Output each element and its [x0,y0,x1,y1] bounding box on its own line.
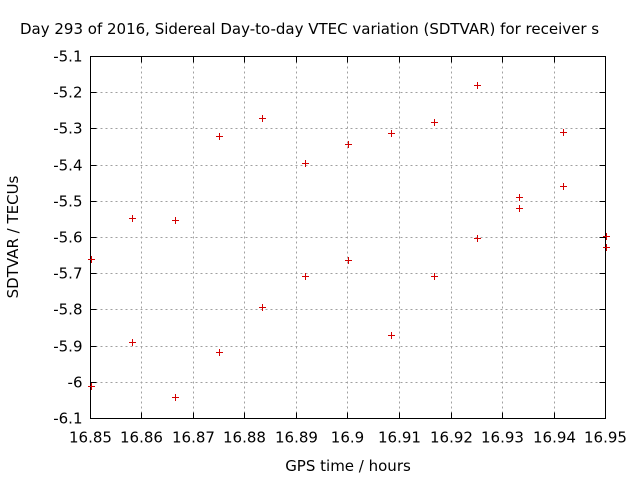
x-tick-label: 16.93 [481,429,524,447]
data-point [474,82,481,89]
data-point [129,339,136,346]
x-tick-label: 16.88 [223,429,266,447]
data-point [431,119,438,126]
data-point [345,257,352,264]
data-point [516,194,523,201]
data-point [216,349,223,356]
y-tick-label: -6.1 [53,410,82,428]
x-tick-label: 16.95 [584,429,627,447]
y-tick-label: -5.9 [53,338,82,356]
x-tick-label: 16.87 [172,429,215,447]
x-tick-label: 16.86 [120,429,163,447]
data-point [216,133,223,140]
data-point [172,394,179,401]
data-point [172,217,179,224]
data-point [603,244,610,251]
y-tick-label: -5.5 [53,193,82,211]
x-tick-label: 16.9 [331,429,364,447]
x-tick-label: 16.94 [533,429,576,447]
chart-title: Day 293 of 2016, Sidereal Day-to-day VTE… [20,20,599,38]
data-point [388,332,395,339]
y-tick-label: -5.2 [53,84,82,102]
grid [90,56,606,419]
x-tick-labels: 16.85 16.86 16.87 16.88 16.89 16.9 16.91 16.92 1… [69,429,627,447]
data-point [259,115,266,122]
y-tick-label: -5.7 [53,265,82,283]
data-point [302,160,309,167]
data-point [259,304,266,311]
x-tick-label: 16.85 [69,429,112,447]
data-point [129,215,136,222]
y-tick-label: -5.3 [53,120,82,138]
x-tick-label: 16.92 [430,429,473,447]
y-tick-label: -6 [68,374,83,392]
plot-frame [90,56,606,419]
y-tick-label: -5.4 [53,157,82,175]
data-point [302,273,309,280]
data-points [88,82,610,401]
data-point [603,233,610,240]
x-tick-label: 16.91 [378,429,421,447]
x-axis-label: GPS time / hours [285,457,411,475]
data-point [88,256,95,263]
data-point [560,183,567,190]
y-axis-label: SDTVAR / TECUs [4,175,22,298]
data-point [345,141,352,148]
data-point [560,129,567,136]
y-tick-label: -5.1 [53,48,82,66]
y-tick-label: -5.6 [53,229,82,247]
data-point [516,205,523,212]
x-tick-label: 16.89 [275,429,318,447]
data-point [431,273,438,280]
data-point [88,383,95,390]
y-tick-labels: -5.1 -5.2 -5.3 -5.4 -5.5 -5.6 -5.7 -5.8 -5.9 -6 -6… [53,48,82,428]
data-point [388,130,395,137]
data-point [474,235,481,242]
y-tick-label: -5.8 [53,301,82,319]
